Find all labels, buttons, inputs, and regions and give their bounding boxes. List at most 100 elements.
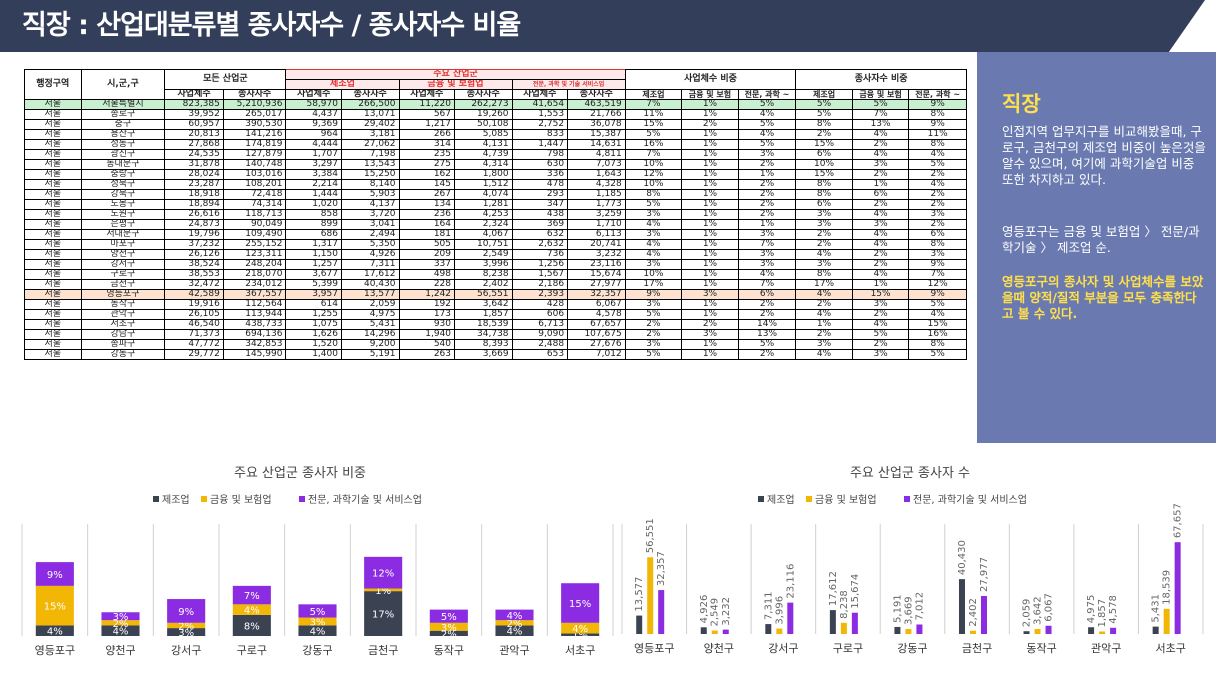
table-cell: 23,116 xyxy=(567,259,626,270)
table-cell: 235 xyxy=(398,149,456,160)
header-emp-count: 종사자수 xyxy=(454,89,513,100)
data-label: 67,657 xyxy=(1173,503,1184,538)
table-cell: 20,813 xyxy=(164,129,224,140)
bar-segment xyxy=(561,622,600,634)
category-label: 관악구 xyxy=(499,644,529,657)
table-cell: 2,402 xyxy=(454,279,513,290)
table-cell: 4% xyxy=(851,319,910,330)
category-label: 구로구 xyxy=(833,642,863,655)
table-cell: 3,297 xyxy=(285,159,342,170)
data-label: 9% xyxy=(178,607,194,618)
table-cell: 4,975 xyxy=(340,309,400,320)
table-cell: 34,738 xyxy=(454,329,513,340)
table-cell: 2,214 xyxy=(285,179,342,190)
table-cell: 27,676 xyxy=(567,339,626,350)
table-cell: 서울 xyxy=(24,289,82,300)
data-label: 3,642 xyxy=(1033,596,1044,625)
data-label: 2% xyxy=(178,621,194,632)
table-cell: 3% xyxy=(795,259,853,270)
legend-swatch xyxy=(806,496,812,502)
table-cell: 10% xyxy=(624,159,683,170)
table-cell: 12% xyxy=(908,279,967,290)
table-cell: 15,387 xyxy=(567,129,626,140)
bar-segment xyxy=(364,556,403,589)
table-cell: 32,357 xyxy=(567,289,626,300)
table-cell: 18,918 xyxy=(164,189,224,200)
table-cell: 263 xyxy=(398,349,456,360)
table-cell: 1,447 xyxy=(511,139,569,150)
data-label: 8,238 xyxy=(839,590,850,619)
bar-segment xyxy=(167,628,206,636)
table-cell: 823,385 xyxy=(164,99,224,110)
table-row: 서울 종로구 39,952 265,017 4,437 13,071 567 19,260 1,… xyxy=(24,109,967,120)
table-row: 서울 관악구 26,105 113,944 1,255 4,975 173 1,857 606 4… xyxy=(24,309,967,320)
data-label: 1% xyxy=(572,631,588,642)
table-cell: 5% xyxy=(624,129,683,140)
table-row: 서울 용산구 20,813 141,216 964 3,181 266 5,085 833 15,… xyxy=(24,129,967,140)
table-cell: 1% xyxy=(681,249,739,260)
bar-segment xyxy=(298,604,337,618)
table-row: 서울 광진구 24,535 127,879 1,707 7,198 235 4,739 798 4… xyxy=(24,149,967,160)
bar xyxy=(636,615,643,634)
table-cell: 4% xyxy=(851,129,910,140)
table-cell: 37,232 xyxy=(164,239,224,250)
table-cell: 1,281 xyxy=(454,199,513,210)
table-cell: 248,204 xyxy=(222,259,287,270)
table-cell: 중랑구 xyxy=(80,169,166,180)
header-biz-ratio: 사업체수 비중 xyxy=(624,69,797,90)
data-label: 5,191 xyxy=(892,594,903,623)
table-cell: 3% xyxy=(681,289,739,300)
table-cell: 4% xyxy=(851,229,910,240)
table-cell: 540 xyxy=(398,339,456,350)
table-cell: 3% xyxy=(624,299,683,310)
table-cell: 108,201 xyxy=(222,179,287,190)
table-cell: 3% xyxy=(737,249,797,260)
table-cell: 11% xyxy=(624,109,683,120)
data-label: 2,059 xyxy=(1022,599,1033,628)
table-cell: 4% xyxy=(795,309,853,320)
data-label: 15% xyxy=(44,602,66,613)
table-cell: 5% xyxy=(737,99,797,110)
table-cell: 노원구 xyxy=(80,209,166,220)
table-cell: 1% xyxy=(681,269,739,280)
table-cell: 4,926 xyxy=(340,249,400,260)
table-cell: 서울 xyxy=(24,99,82,110)
table-row: 서울 노원구 26,616 118,713 858 3,720 236 4,253 438 3,2… xyxy=(24,209,967,220)
table-cell: 서울 xyxy=(24,229,82,240)
table-cell: 4,131 xyxy=(454,139,513,150)
table-cell: 성북구 xyxy=(80,179,166,190)
table-cell: 13,543 xyxy=(340,159,400,170)
bar xyxy=(1088,627,1095,634)
header-ratio-sci: 전문, 과학 ~ xyxy=(908,89,967,100)
table-cell: 58,970 xyxy=(285,99,342,110)
bar-segment xyxy=(101,625,140,636)
table-cell: 236 xyxy=(398,209,456,220)
table-cell: 3% xyxy=(908,209,967,220)
table-row: 서울 동대문구 31,878 140,748 3,297 13,543 275 4,314 63… xyxy=(24,159,967,170)
table-cell: 3,384 xyxy=(285,169,342,180)
category-label: 동작구 xyxy=(1026,642,1056,655)
table-cell: 2% xyxy=(851,169,910,180)
table-cell: 1,567 xyxy=(511,269,569,280)
table-cell: 15% xyxy=(908,319,967,330)
data-label: 4,578 xyxy=(1108,595,1119,624)
table-cell: 141,216 xyxy=(222,129,287,140)
table-cell: 4% xyxy=(737,269,797,280)
header-district: 시,군,구 xyxy=(80,69,166,100)
bar xyxy=(1023,631,1030,634)
table-cell: 3,232 xyxy=(567,249,626,260)
header-ratio-fin: 금융 및 보험 xyxy=(851,89,910,100)
table-cell: 2% xyxy=(681,319,739,330)
table-cell: 5,210,936 xyxy=(222,99,287,110)
table-cell: 서울 xyxy=(24,339,82,350)
table-cell: 9,200 xyxy=(340,339,400,350)
table-cell: 13% xyxy=(737,329,797,340)
table-cell: 강북구 xyxy=(80,189,166,200)
table-cell: 255,152 xyxy=(222,239,287,250)
header-finance: 금융 및 보험업 xyxy=(398,79,513,90)
table-row: 서울 중구 60,957 390,530 9,369 29,402 1,217 50,108 2… xyxy=(24,119,967,130)
category-label: 서초구 xyxy=(1156,642,1186,655)
table-cell: 342,853 xyxy=(222,339,287,350)
table-cell: 4% xyxy=(908,179,967,190)
header-major-industry: 주요 산업군 xyxy=(285,69,626,80)
